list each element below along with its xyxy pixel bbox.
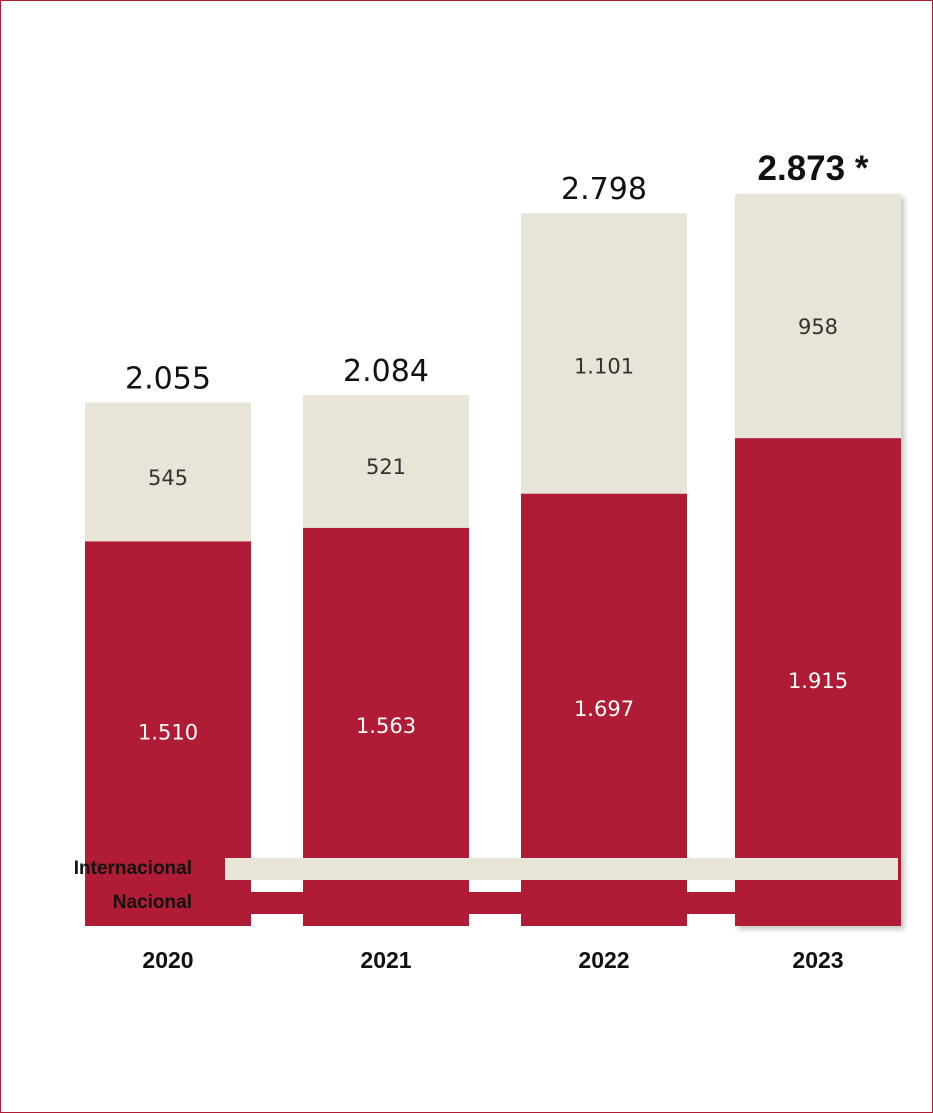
x-tick-label-2020: 2020: [142, 947, 193, 973]
bar-value-internacional-2022: 1.101: [574, 354, 634, 378]
bar-value-nacional-2022: 1.697: [574, 697, 634, 721]
bar-value-internacional-2020: 545: [148, 466, 188, 490]
x-tick-label-2021: 2021: [360, 947, 411, 973]
legend-label-internacional: Internacional: [73, 858, 192, 879]
bar-internacional-2020: [85, 402, 251, 542]
bar-value-nacional-2021: 1.563: [356, 714, 416, 738]
bar-value-internacional-2021: 521: [366, 455, 406, 479]
legend-swatch-nacional: [225, 892, 898, 914]
x-tick-label-2022: 2022: [578, 947, 629, 973]
bar-total-2020: 2.055: [125, 361, 211, 396]
legend-swatch-internacional: [225, 858, 898, 880]
bar-value-nacional-2020: 1.510: [138, 721, 198, 745]
x-tick-label-2023: 2023: [792, 947, 843, 973]
bar-total-2021: 2.084: [343, 354, 429, 389]
bar-total-2022: 2.798: [561, 172, 647, 207]
bar-internacional-2022: [521, 213, 687, 494]
bar-total-2023: 2.873 *: [758, 149, 869, 188]
bar-value-internacional-2023: 958: [798, 315, 838, 339]
bar-value-nacional-2023: 1.915: [788, 669, 848, 693]
bar-internacional-2023: [735, 194, 901, 439]
bar-nacional-2022: [521, 493, 687, 926]
bar-internacional-2021: [303, 395, 469, 528]
bar-nacional-2020: [85, 541, 251, 926]
legend-label-nacional: Nacional: [112, 892, 192, 913]
bar-nacional-2023: [735, 438, 901, 926]
stacked-bar-chart: 1.510 545 2.055 2020 1.563 521 2.084 2021 1.697 1…: [85, 149, 901, 973]
